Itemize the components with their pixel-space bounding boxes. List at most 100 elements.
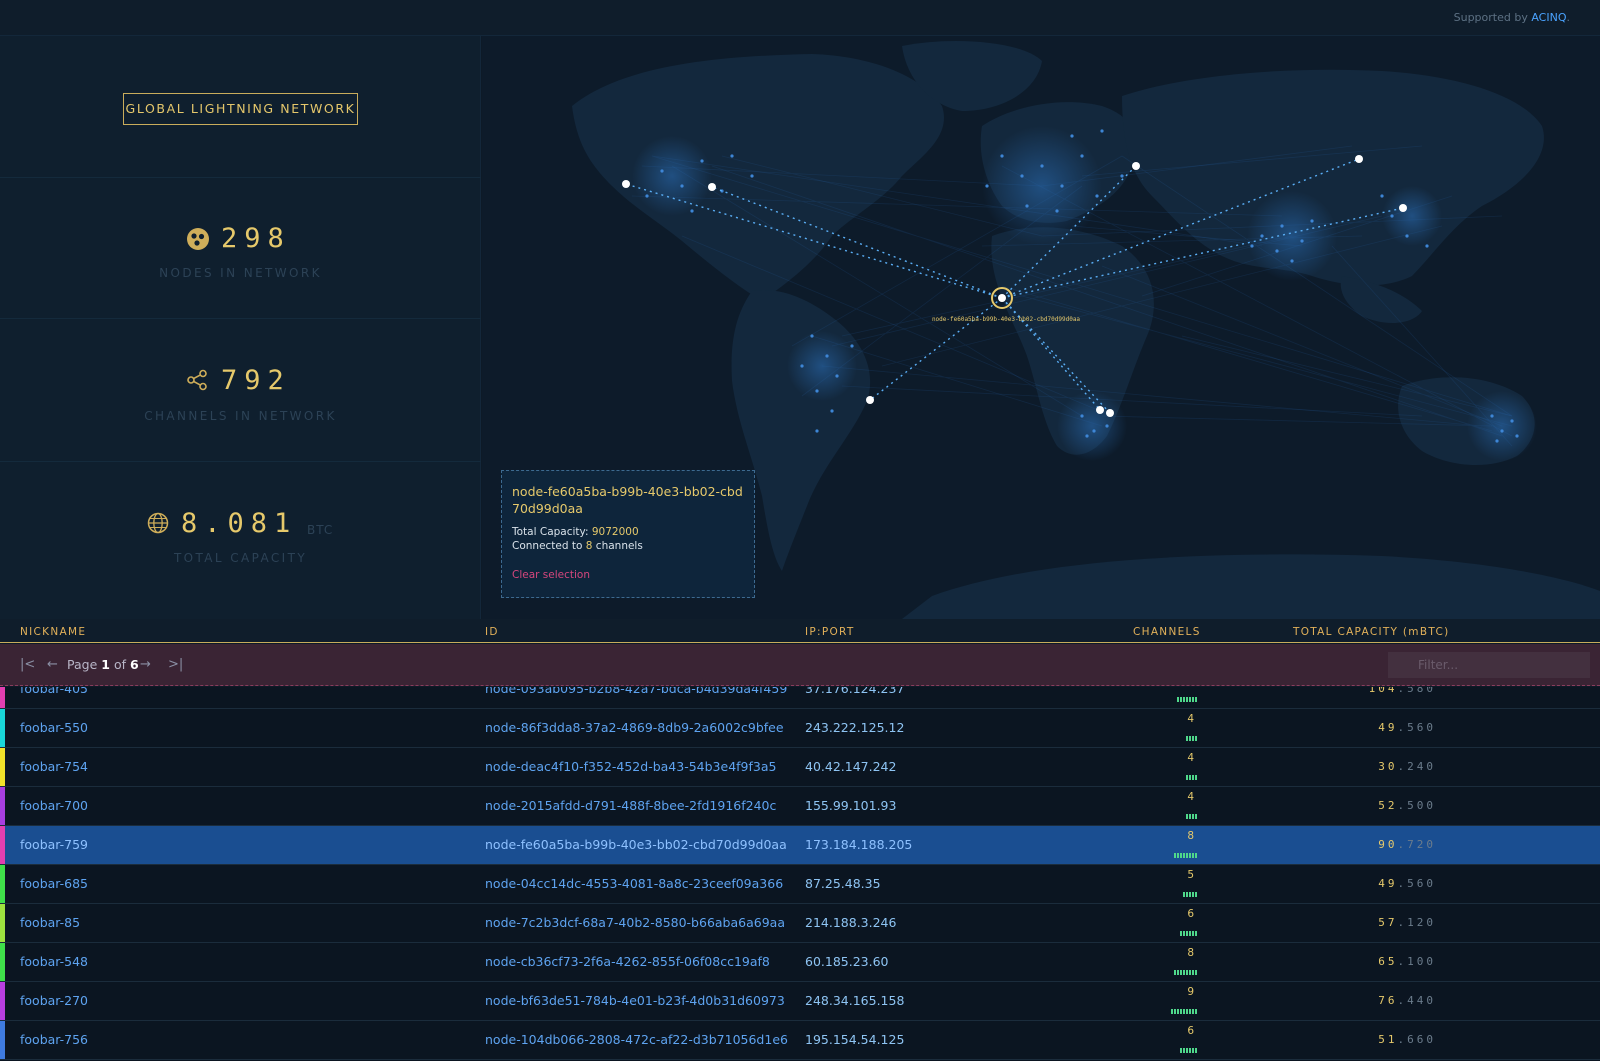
- acinq-link[interactable]: ACINQ: [1531, 11, 1567, 24]
- row-color-stripe: [0, 687, 5, 708]
- channel-bar: [1189, 775, 1191, 780]
- tooltip-title: node-fe60a5ba-b99b-40e3-bb02-cbd70d99d0a…: [512, 484, 743, 516]
- ip-cell: 173.184.188.205: [805, 837, 913, 852]
- supported-prefix: Supported by: [1453, 11, 1528, 24]
- table-row[interactable]: foobar-754 node-deac4f10-f352-452d-ba43-5…: [0, 748, 1600, 787]
- table-row[interactable]: foobar-405 node-093ab095-b2b8-42a7-bdca-b…: [0, 687, 1600, 709]
- tooltip-connected-prefix: Connected to: [512, 540, 583, 552]
- last-page-icon[interactable]: >|: [168, 657, 184, 672]
- channel-bar: [1195, 814, 1197, 819]
- channel-bar: [1180, 931, 1182, 936]
- channel-bar: [1180, 970, 1182, 975]
- channel-bar: [1174, 853, 1176, 858]
- capacity-fraction: 720: [1407, 838, 1436, 851]
- capacity-integer: 51: [1378, 1033, 1398, 1046]
- table-header: NICKNAME ID IP:PORT CHANNELS TOTAL CAPAC…: [0, 619, 1600, 643]
- nickname-cell: foobar-85: [20, 915, 81, 930]
- prev-page-icon[interactable]: ←: [47, 657, 58, 672]
- filter-input[interactable]: [1388, 652, 1590, 678]
- table-row[interactable]: foobar-759 node-fe60a5ba-b99b-40e3-bb02-c…: [0, 826, 1600, 865]
- channels-cell: 9: [1147, 986, 1197, 1014]
- channel-bar: [1192, 1009, 1194, 1014]
- first-page-icon[interactable]: |<: [20, 657, 36, 672]
- table-row[interactable]: foobar-548 node-cb36cf73-2f6a-4262-855f-0…: [0, 943, 1600, 982]
- channel-bar: [1195, 853, 1197, 858]
- page-title: GLOBAL LIGHTNING NETWORK: [123, 93, 358, 125]
- channel-bar: [1183, 1048, 1185, 1053]
- capacity-cell: 90.720: [1378, 838, 1436, 851]
- supported-suffix: .: [1566, 11, 1571, 24]
- page-word: Page: [67, 657, 98, 672]
- page-indicator: Page 1 of 6: [67, 657, 139, 672]
- channels-label: CHANNELS IN NETWORK: [144, 409, 337, 423]
- next-page-icon[interactable]: →: [140, 657, 151, 672]
- ip-cell: 60.185.23.60: [805, 954, 889, 969]
- row-color-stripe: [0, 943, 5, 981]
- column-header-id[interactable]: ID: [485, 626, 499, 638]
- channels-count: 9: [1187, 986, 1194, 998]
- capacity-decimal-point: .: [1397, 994, 1408, 1007]
- channel-bar: [1195, 697, 1197, 702]
- channel-bar: [1183, 892, 1185, 897]
- column-header-nickname[interactable]: NICKNAME: [20, 626, 87, 638]
- channel-bar: [1186, 892, 1188, 897]
- channels-cell: 8: [1147, 947, 1197, 975]
- channels-count: 8: [1187, 830, 1194, 842]
- id-cell: node-04cc14dc-4553-4081-8a8c-23ceef09a36…: [485, 876, 784, 891]
- id-cell: node-093ab095-b2b8-42a7-bdca-b4d39da4f45…: [485, 687, 788, 696]
- row-color-stripe: [0, 787, 5, 825]
- tooltip-connected-value: 8: [585, 540, 593, 552]
- table-row[interactable]: foobar-550 node-86f3dda8-37a2-4869-8db9-2…: [0, 709, 1600, 748]
- capacity-fraction: 120: [1407, 916, 1436, 929]
- clear-selection-link[interactable]: Clear selection: [512, 569, 590, 581]
- capacity-decimal-point: .: [1397, 721, 1408, 734]
- nodes-label: NODES IN NETWORK: [159, 266, 322, 280]
- table-row[interactable]: foobar-685 node-04cc14dc-4553-4081-8a8c-2…: [0, 865, 1600, 904]
- channel-bar: [1189, 1009, 1191, 1014]
- id-cell: node-deac4f10-f352-452d-ba43-54b3e4f9f3a…: [485, 759, 777, 774]
- column-header-channels[interactable]: CHANNELS: [1133, 626, 1201, 638]
- ip-cell: 214.188.3.246: [805, 915, 897, 930]
- globe-icon: [147, 512, 169, 534]
- table-row[interactable]: foobar-756 node-104db066-2808-472c-af22-d…: [0, 1021, 1600, 1060]
- capacity-integer: 57: [1378, 916, 1398, 929]
- channels-bars: [1147, 843, 1197, 858]
- capacity-fraction: 500: [1407, 799, 1436, 812]
- ip-cell: 40.42.147.242: [805, 759, 897, 774]
- nodes-count: 298: [221, 223, 291, 254]
- share-icon: [187, 369, 207, 391]
- id-cell: node-86f3dda8-37a2-4869-8db9-2a6002c9bfe…: [485, 720, 784, 735]
- channels-bars: [1147, 726, 1197, 741]
- channel-bar: [1186, 697, 1188, 702]
- channel-bar: [1183, 1009, 1185, 1014]
- tooltip-connected: Connected to 8 channels: [512, 540, 744, 552]
- column-header-total-capacity[interactable]: TOTAL CAPACITY (mBTC): [1293, 626, 1450, 638]
- channel-bar: [1177, 970, 1179, 975]
- id-cell: node-fe60a5ba-b99b-40e3-bb02-cbd70d99d0a…: [485, 837, 787, 852]
- channel-bar: [1186, 931, 1188, 936]
- capacity-cell: 49.560: [1378, 877, 1436, 890]
- channels-stat: 792 CHANNELS IN NETWORK: [0, 319, 481, 462]
- world-map[interactable]: node-fe60a5ba-b99b-40e3-bb02-cbd70d99d0a…: [482, 36, 1600, 619]
- channels-bars: [1147, 765, 1197, 780]
- row-color-stripe: [0, 748, 5, 786]
- title-section: GLOBAL LIGHTNING NETWORK: [0, 36, 481, 178]
- channel-bar: [1186, 970, 1188, 975]
- capacity-integer: 49: [1378, 877, 1398, 890]
- selected-node-marker[interactable]: [991, 287, 1013, 309]
- capacity-fraction: 660: [1407, 1033, 1436, 1046]
- channel-bar: [1180, 697, 1182, 702]
- capacity-cell: 30.240: [1378, 760, 1436, 773]
- channels-cell: 4: [1147, 752, 1197, 780]
- channel-bar: [1186, 1009, 1188, 1014]
- table-row[interactable]: foobar-700 node-2015afdd-d791-488f-8bee-2…: [0, 787, 1600, 826]
- channels-count: 6: [1187, 908, 1194, 920]
- channel-bar: [1189, 1048, 1191, 1053]
- column-header-ip-port[interactable]: IP:PORT: [805, 626, 855, 638]
- selected-node-label: node-fe60a5ba-b99b-40e3-bb02-cbd70d99d0a…: [932, 316, 1080, 323]
- node-clusters: [632, 126, 1537, 461]
- peer-nodes[interactable]: [622, 155, 1407, 417]
- table-row[interactable]: foobar-85 node-7c2b3dcf-68a7-40b2-8580-b6…: [0, 904, 1600, 943]
- table-row[interactable]: foobar-270 node-bf63de51-784b-4e01-b23f-4…: [0, 982, 1600, 1021]
- nickname-cell: foobar-700: [20, 798, 88, 813]
